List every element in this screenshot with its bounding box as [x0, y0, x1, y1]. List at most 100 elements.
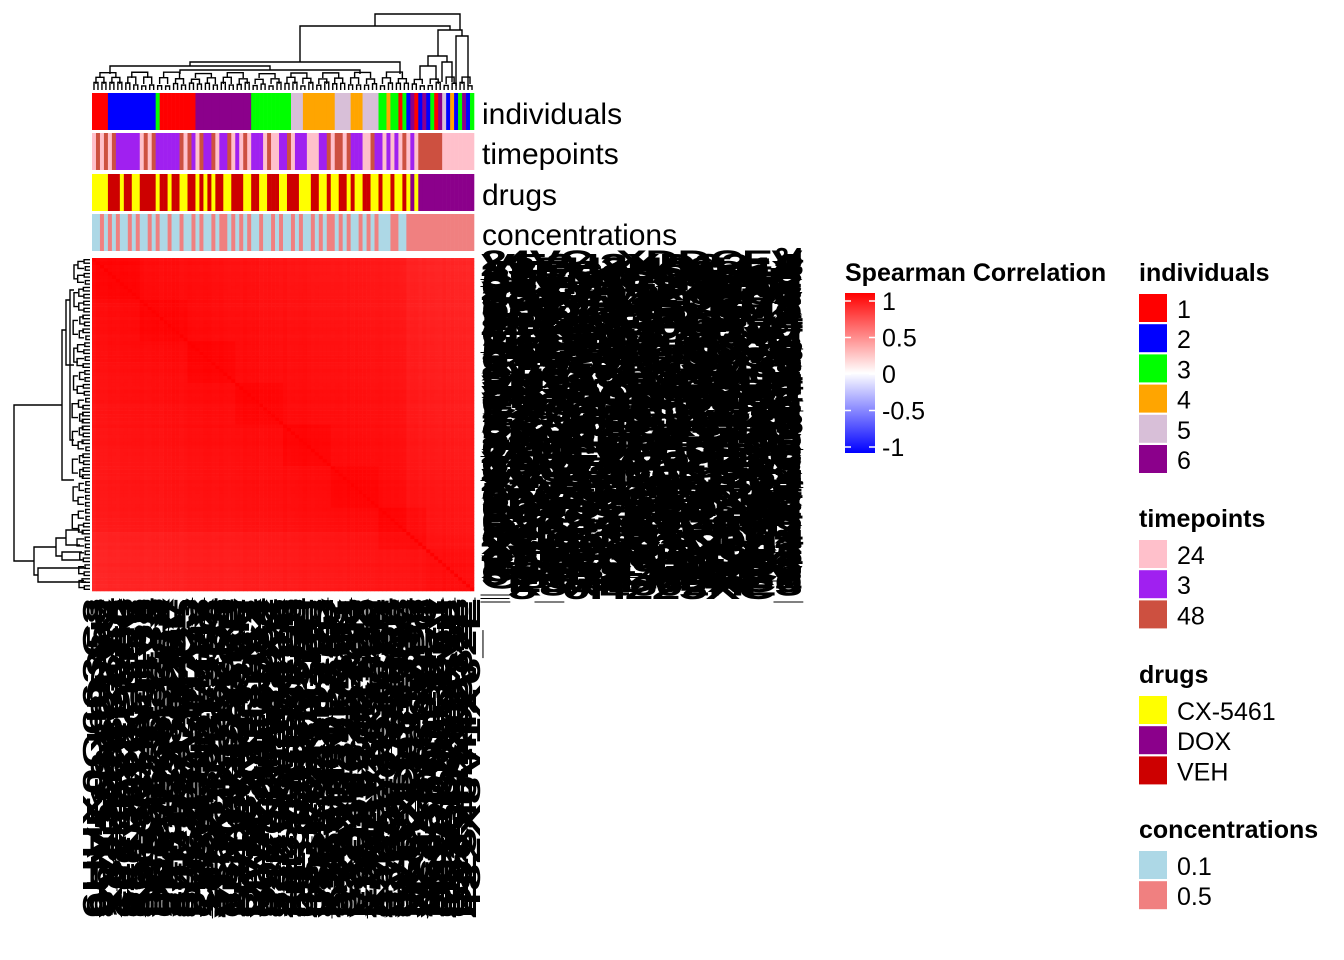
heatmap-cell	[171, 386, 176, 391]
heatmap-cell	[187, 334, 192, 339]
annotation-cell-individuals	[298, 93, 304, 130]
heatmap-cell	[358, 271, 363, 276]
heatmap-cell	[151, 310, 156, 314]
heatmap-cell	[251, 396, 256, 401]
heatmap-cell	[183, 320, 188, 325]
heatmap-cell	[410, 320, 415, 325]
heatmap-cell	[378, 261, 383, 266]
heatmap-cell	[326, 382, 332, 387]
heatmap-cell	[466, 355, 471, 359]
heatmap-cell	[438, 358, 443, 363]
heatmap-cell	[414, 327, 419, 332]
annotation-cell-individuals	[386, 93, 391, 130]
heatmap-cell	[290, 337, 296, 342]
heatmap-cell	[386, 389, 391, 394]
heatmap-cell	[438, 407, 443, 411]
heatmap-cell	[322, 382, 328, 387]
heatmap-cell	[406, 344, 411, 349]
annotation-cell-drugs	[147, 174, 152, 211]
heatmap-cell	[159, 355, 164, 359]
heatmap-cell	[155, 393, 160, 398]
heatmap-cell	[334, 389, 340, 394]
heatmap-cell	[466, 292, 471, 297]
heatmap-cell	[354, 407, 359, 411]
heatmap-cell	[255, 400, 260, 404]
heatmap-cell	[123, 330, 129, 335]
heatmap-cell	[179, 292, 184, 297]
heatmap-cell	[442, 278, 447, 283]
heatmap-cell	[314, 365, 320, 370]
heatmap-cell	[131, 268, 137, 273]
heatmap-cell	[179, 365, 184, 370]
heatmap-cell	[171, 393, 176, 398]
heatmap-cell	[111, 355, 117, 359]
heatmap-cell	[127, 358, 133, 363]
heatmap-cell	[131, 351, 137, 356]
heatmap-cell	[342, 372, 347, 377]
heatmap-cell	[302, 355, 308, 359]
heatmap-cell	[167, 258, 172, 262]
heatmap-cell	[386, 299, 391, 304]
heatmap-cell	[442, 334, 447, 339]
heatmap-cell	[103, 351, 109, 356]
heatmap-cell	[458, 341, 463, 346]
heatmap-cell	[438, 320, 443, 325]
heatmap-cell	[267, 382, 272, 387]
heatmap-cell	[183, 365, 188, 370]
heatmap-cell	[338, 414, 343, 418]
heatmap-cell	[227, 323, 232, 328]
heatmap-cell	[139, 382, 145, 387]
row-dendrogram-branch	[61, 551, 82, 561]
heatmap-cell	[366, 323, 371, 328]
heatmap-cell	[462, 268, 467, 273]
heatmap-cell	[350, 369, 355, 373]
heatmap-cell	[366, 407, 371, 411]
heatmap-cell	[191, 358, 196, 363]
heatmap-cell	[382, 389, 387, 394]
heatmap-cell	[438, 348, 443, 352]
heatmap-cell	[163, 299, 168, 304]
heatmap-cell	[410, 268, 415, 273]
heatmap-cell	[163, 310, 168, 314]
heatmap-cell	[462, 407, 467, 411]
annotation-cell-individuals	[255, 93, 260, 130]
heatmap-cell	[370, 403, 375, 408]
heatmap-cell	[446, 278, 451, 283]
heatmap-cell	[279, 372, 284, 377]
heatmap-cell	[95, 330, 101, 335]
heatmap-cell	[203, 393, 208, 398]
heatmap-cell	[390, 369, 395, 373]
heatmap-cell	[207, 296, 212, 300]
heatmap-cell	[430, 316, 435, 321]
heatmap-cell	[442, 282, 447, 287]
heatmap-cell	[195, 303, 200, 307]
heatmap-cell	[470, 337, 475, 342]
heatmap-cell	[322, 323, 328, 328]
heatmap-cell	[223, 386, 228, 391]
heatmap-cell	[402, 334, 407, 339]
heatmap-cell	[334, 393, 340, 398]
heatmap-cell	[458, 362, 463, 366]
heatmap-cell	[358, 379, 363, 384]
heatmap-cell	[111, 417, 117, 422]
heatmap-cell	[318, 372, 324, 377]
column-dendrogram-branch	[270, 78, 280, 84]
annotation-cell-concentrations	[418, 214, 423, 251]
heatmap-cell	[302, 389, 308, 394]
heatmap-cell	[215, 414, 220, 418]
heatmap-cell	[147, 348, 152, 352]
annotation-cell-individuals	[466, 93, 471, 130]
heatmap-cell	[298, 414, 304, 418]
annotation-cell-concentrations	[402, 214, 407, 251]
heatmap-cell	[255, 334, 260, 339]
annotation-cell-drugs	[386, 174, 391, 211]
annotation-cell-timepoints	[342, 133, 347, 170]
heatmap-cell	[442, 285, 447, 290]
heatmap-cell	[458, 306, 463, 311]
heatmap-cell	[422, 278, 427, 283]
heatmap-cell	[239, 365, 244, 370]
heatmap-cell	[410, 292, 415, 297]
heatmap-cell	[179, 289, 184, 293]
column-dendrogram-branch	[226, 72, 244, 78]
heatmap-cell	[163, 351, 168, 356]
